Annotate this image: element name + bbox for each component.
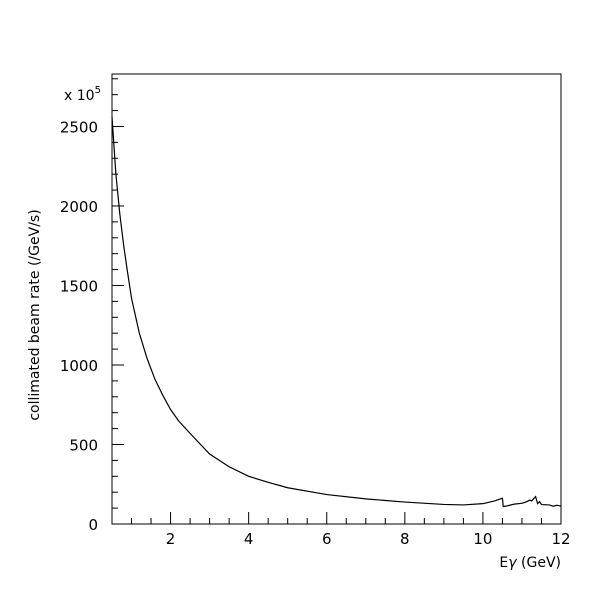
beam-rate-curve [111,116,562,508]
plot-frame [111,73,562,525]
y-tick-label: 2000 [60,198,98,216]
x-tick-label: 12 [551,530,570,548]
y-multiplier: x 105 [64,85,101,104]
x-tick-labels: 2 4 6 8 10 12 [166,530,571,548]
x-tick-label: 6 [322,530,332,548]
y-tick-label: 0 [88,516,98,534]
y-tick-label: 1500 [60,277,98,295]
x-tick-label: 4 [244,530,254,548]
y-tick-labels: 0 500 1000 1500 2000 2500 [60,118,98,534]
axis-ticks [111,78,562,525]
x-tick-label: 8 [400,530,410,548]
y-tick-label: 500 [69,436,98,454]
y-tick-label: 1000 [60,357,98,375]
x-axis-title: Eγ (GeV) [499,555,561,571]
x-tick-label: 2 [166,530,176,548]
x-tick-label: 10 [473,530,492,548]
y-tick-label: 2500 [60,118,98,136]
y-axis-title: collimated beam rate (/GeV/s) [27,209,43,420]
